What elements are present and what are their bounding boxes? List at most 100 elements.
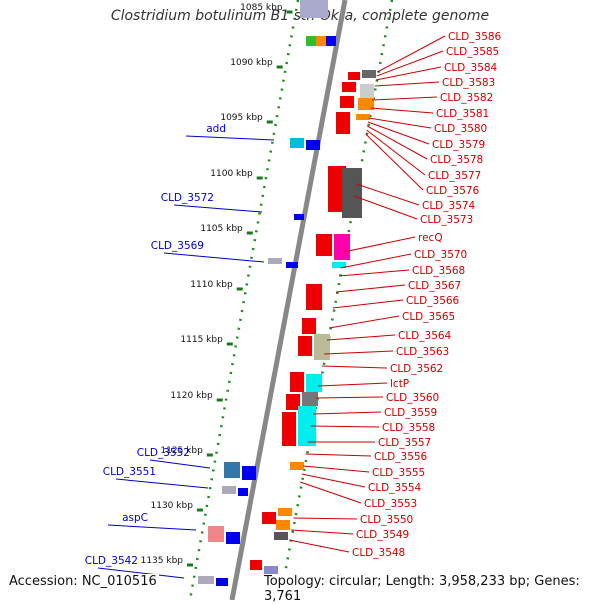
gene-label-forward: recQ — [418, 232, 443, 244]
gene-label-forward: CLD_3584 — [444, 62, 498, 74]
label-leader-line — [291, 529, 354, 535]
accession-label: Accession: NC_010516 — [7, 574, 159, 589]
forward-gene — [298, 406, 316, 446]
gene-label-forward: CLD_3582 — [440, 92, 493, 104]
reverse-gene — [198, 576, 214, 584]
reverse-gene — [306, 36, 316, 46]
forward-gene — [356, 114, 370, 120]
gene-label-reverse: CLD_3542 — [85, 555, 138, 567]
tick-label: 1130 kbp — [151, 501, 194, 511]
tick-label: 1095 kbp — [220, 113, 263, 123]
gene-label-forward: CLD_3566 — [406, 295, 460, 307]
tick-label: 1115 kbp — [180, 335, 223, 345]
label-leader-line — [318, 382, 388, 387]
forward-gene — [264, 566, 278, 574]
forward-gene — [290, 372, 304, 392]
tick-label: 1125 kbp — [160, 446, 203, 456]
gene-label-forward: CLD_3562 — [390, 363, 443, 375]
forward-gene — [362, 70, 376, 78]
forward-gene — [360, 84, 374, 98]
tick-label: 1090 kbp — [230, 58, 273, 68]
reverse-gene — [216, 578, 228, 586]
label-leader-line — [305, 453, 372, 457]
label-leader-line — [332, 299, 404, 309]
reverse-gene — [226, 532, 240, 544]
label-leader-line — [338, 269, 410, 277]
label-leader-line — [372, 96, 438, 101]
gene-label-reverse: CLD_3551 — [103, 466, 156, 478]
reverse-gene — [208, 526, 224, 542]
gene-label-forward: CLD_3573 — [420, 214, 473, 226]
gene-label-forward: CLD_3565 — [402, 311, 455, 323]
tick-label: 1105 kbp — [200, 224, 243, 234]
gene-label-forward: CLD_3578 — [430, 154, 483, 166]
tick-label: 1110 kbp — [190, 280, 233, 290]
label-leader-line — [107, 524, 197, 531]
label-leader-line — [163, 252, 265, 263]
reverse-gene — [306, 140, 320, 150]
reverse-gene — [290, 138, 304, 148]
label-leader-line — [376, 50, 444, 77]
gene-label-reverse: CLD_3552 — [137, 447, 190, 459]
gene-label-forward: CLD_3583 — [442, 77, 495, 89]
gene-label-forward: CLD_3553 — [364, 498, 417, 510]
gene-label-forward: CLD_3549 — [356, 529, 409, 541]
label-leader-line — [377, 35, 446, 73]
gene-label-forward: CLD_3586 — [448, 31, 502, 43]
label-leader-line — [374, 81, 440, 87]
label-leader-line — [185, 135, 275, 141]
forward-gene — [282, 412, 296, 446]
forward-gene — [302, 392, 318, 406]
gene-label-forward: CLD_3560 — [386, 392, 439, 404]
forward-gene — [316, 234, 332, 256]
outer-track-boundary — [278, 0, 394, 600]
forward-gene — [250, 560, 262, 570]
label-leader-line — [356, 183, 420, 206]
reverse-gene — [286, 262, 298, 268]
reverse-gene — [300, 0, 328, 18]
label-leader-line — [375, 66, 442, 81]
reverse-gene — [224, 462, 240, 478]
reverse-gene — [222, 486, 236, 494]
gene-label-forward: CLD_3559 — [384, 407, 437, 419]
gene-label-forward: CLD_3568 — [412, 265, 465, 277]
forward-gene — [262, 512, 276, 524]
forward-gene — [298, 336, 312, 356]
label-leader-line — [115, 478, 209, 489]
forward-gene — [286, 394, 300, 410]
label-leader-line — [353, 195, 418, 220]
gene-label-forward: CLD_3557 — [378, 437, 431, 449]
gene-label-forward: CLD_3548 — [352, 547, 405, 559]
label-leader-line — [313, 411, 382, 415]
forward-gene — [276, 520, 290, 530]
gene-label-forward: CLD_3550 — [360, 514, 413, 526]
gene-label-forward: CLD_3580 — [434, 123, 487, 135]
reverse-gene — [326, 36, 336, 46]
label-leader-line — [300, 481, 362, 504]
tick-label: 1100 kbp — [210, 169, 253, 179]
label-leader-line — [310, 425, 380, 428]
label-leader-line — [97, 567, 185, 579]
reverse-gene — [294, 214, 304, 220]
label-leader-line — [173, 204, 263, 213]
forward-gene — [306, 374, 322, 392]
forward-gene — [290, 462, 304, 470]
forward-gene — [340, 96, 354, 108]
label-leader-line — [149, 459, 211, 469]
gene-label-forward: CLD_3563 — [396, 346, 449, 358]
label-leader-line — [343, 236, 416, 253]
gene-label-forward: CLD_3558 — [382, 422, 435, 434]
reverse-gene — [316, 36, 326, 46]
label-leader-line — [366, 129, 426, 176]
reverse-gene — [268, 258, 282, 264]
forward-gene — [314, 334, 330, 360]
gene-label-forward: CLD_3570 — [414, 249, 467, 261]
label-leader-line — [329, 315, 400, 329]
gene-label-reverse: add — [206, 123, 226, 135]
gene-label-reverse: CLD_3572 — [161, 192, 214, 204]
label-leader-line — [340, 253, 412, 269]
gene-label-forward: CLD_3567 — [408, 280, 461, 292]
forward-gene — [334, 234, 350, 260]
label-leader-line — [368, 117, 432, 129]
